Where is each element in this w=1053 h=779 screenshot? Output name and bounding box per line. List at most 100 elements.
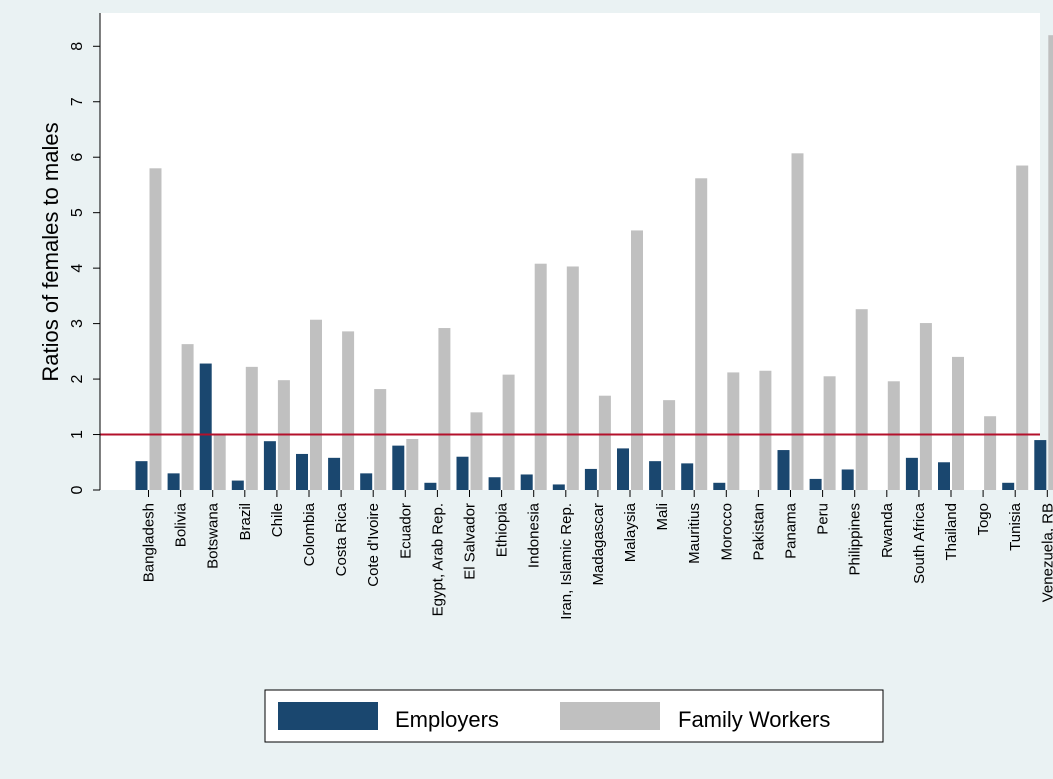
x-tick-label-south-africa: South Africa	[911, 502, 928, 584]
x-tick-label-colombia: Colombia	[301, 502, 318, 566]
x-tick-label-costa-rica: Costa Rica	[333, 502, 350, 576]
x-tick-label-mali: Mali	[654, 503, 671, 531]
x-tick-label-botswana: Botswana	[205, 502, 222, 569]
bar-family-workers-costa-rica	[342, 331, 354, 490]
bar-employers-cote-d-ivoire	[360, 473, 372, 490]
bar-employers-panama	[778, 450, 790, 490]
bar-family-workers-south-africa	[920, 323, 932, 490]
bar-family-workers-iran-islamic-rep	[567, 266, 579, 490]
x-tick-label-mauritius: Mauritius	[686, 503, 703, 564]
bar-employers-el-salvador	[457, 457, 469, 490]
y-tick-label: 5	[69, 208, 86, 217]
x-tick-label-pakistan: Pakistan	[750, 503, 767, 561]
x-tick-label-malaysia: Malaysia	[622, 502, 639, 562]
bar-family-workers-peru	[824, 376, 836, 490]
legend-label-employers: Employers	[395, 707, 499, 732]
y-tick-label: 7	[69, 97, 86, 106]
x-tick-label-ethiopia: Ethiopia	[494, 502, 511, 557]
y-axis-label: Ratios of females to males	[38, 122, 63, 381]
bar-family-workers-rwanda	[888, 381, 900, 490]
bar-family-workers-malaysia	[631, 230, 643, 490]
y-tick-label: 2	[69, 375, 86, 384]
y-tick-label: 0	[69, 485, 86, 494]
x-tick-label-thailand: Thailand	[943, 503, 960, 561]
bar-family-workers-bolivia	[182, 344, 194, 490]
x-tick-label-cote-d-ivoire: Cote d'Ivoire	[365, 503, 382, 587]
x-tick-label-chile: Chile	[269, 503, 286, 537]
y-tick-label: 6	[69, 153, 86, 162]
x-tick-label-el-salvador: El Salvador	[462, 503, 479, 580]
x-tick-label-madagascar: Madagascar	[590, 503, 607, 586]
bar-employers-brazil	[232, 481, 244, 490]
bar-family-workers-madagascar	[599, 396, 611, 490]
bar-employers-venezuela-rb	[1034, 440, 1046, 490]
bar-employers-mauritius	[681, 463, 693, 490]
bar-employers-costa-rica	[328, 458, 340, 490]
bar-employers-mali	[649, 461, 661, 490]
x-tick-label-rwanda: Rwanda	[879, 502, 896, 558]
bar-employers-philippines	[842, 469, 854, 490]
bar-family-workers-ethiopia	[503, 375, 515, 490]
x-tick-label-philippines: Philippines	[847, 503, 864, 576]
bar-family-workers-mali	[663, 400, 675, 490]
bar-family-workers-colombia	[310, 320, 322, 490]
bar-employers-chile	[264, 441, 276, 490]
bar-family-workers-ecuador	[406, 439, 418, 490]
bar-employers-bangladesh	[136, 461, 148, 490]
x-tick-label-iran-islamic-rep: Iran, Islamic Rep.	[558, 503, 575, 620]
y-tick-label: 8	[69, 42, 86, 51]
bar-employers-egypt-arab-rep	[424, 483, 436, 490]
bar-family-workers-pakistan	[759, 371, 771, 490]
y-tick-label: 3	[69, 319, 86, 328]
bar-employers-colombia	[296, 454, 308, 490]
y-tick-label: 1	[69, 430, 86, 439]
x-tick-label-tunisia: Tunisia	[1007, 502, 1024, 550]
bar-family-workers-brazil	[246, 367, 258, 490]
bar-employers-thailand	[938, 462, 950, 490]
x-tick-label-venezuela-rb: Venezuela, RB	[1039, 503, 1053, 602]
bar-family-workers-togo	[984, 416, 996, 490]
bar-family-workers-egypt-arab-rep	[438, 328, 450, 490]
bar-family-workers-el-salvador	[471, 412, 483, 490]
x-tick-label-peru: Peru	[815, 503, 832, 535]
bar-employers-malaysia	[617, 448, 629, 490]
x-tick-label-bolivia: Bolivia	[173, 502, 190, 547]
bar-employers-iran-islamic-rep	[553, 484, 565, 490]
bar-family-workers-bangladesh	[150, 168, 162, 490]
bar-employers-botswana	[200, 364, 212, 490]
legend-swatch-employers	[278, 702, 378, 730]
legend: Employers Family Workers	[265, 690, 883, 742]
x-tick-label-togo: Togo	[975, 503, 992, 536]
x-tick-label-morocco: Morocco	[718, 503, 735, 561]
x-tick-label-egypt-arab-rep: Egypt, Arab Rep.	[429, 503, 446, 616]
bar-family-workers-panama	[792, 153, 804, 490]
x-tick-label-panama: Panama	[783, 502, 800, 559]
x-tick-label-ecuador: Ecuador	[397, 503, 414, 559]
x-tick-label-brazil: Brazil	[237, 503, 254, 541]
bar-employers-ecuador	[392, 446, 404, 490]
bar-employers-morocco	[713, 483, 725, 490]
bar-employers-indonesia	[521, 474, 533, 490]
bar-employers-ethiopia	[489, 477, 501, 490]
bar-family-workers-thailand	[952, 357, 964, 490]
bar-family-workers-philippines	[856, 309, 868, 490]
bar-employers-tunisia	[1002, 483, 1014, 490]
x-tick-label-bangladesh: Bangladesh	[141, 503, 158, 582]
bar-family-workers-botswana	[214, 435, 226, 490]
bar-employers-south-africa	[906, 458, 918, 490]
bar-employers-bolivia	[168, 473, 180, 490]
bar-family-workers-indonesia	[535, 264, 547, 490]
bar-employers-peru	[810, 479, 822, 490]
bar-family-workers-morocco	[727, 372, 739, 490]
bar-family-workers-venezuela-rb	[1048, 35, 1053, 490]
y-tick-label: 4	[69, 264, 86, 273]
bar-family-workers-mauritius	[695, 178, 707, 490]
bar-family-workers-tunisia	[1016, 166, 1028, 490]
bar-family-workers-cote-d-ivoire	[374, 389, 386, 490]
legend-label-family-workers: Family Workers	[678, 707, 830, 732]
legend-swatch-family-workers	[560, 702, 660, 730]
x-tick-label-indonesia: Indonesia	[526, 502, 543, 568]
bar-employers-madagascar	[585, 469, 597, 490]
